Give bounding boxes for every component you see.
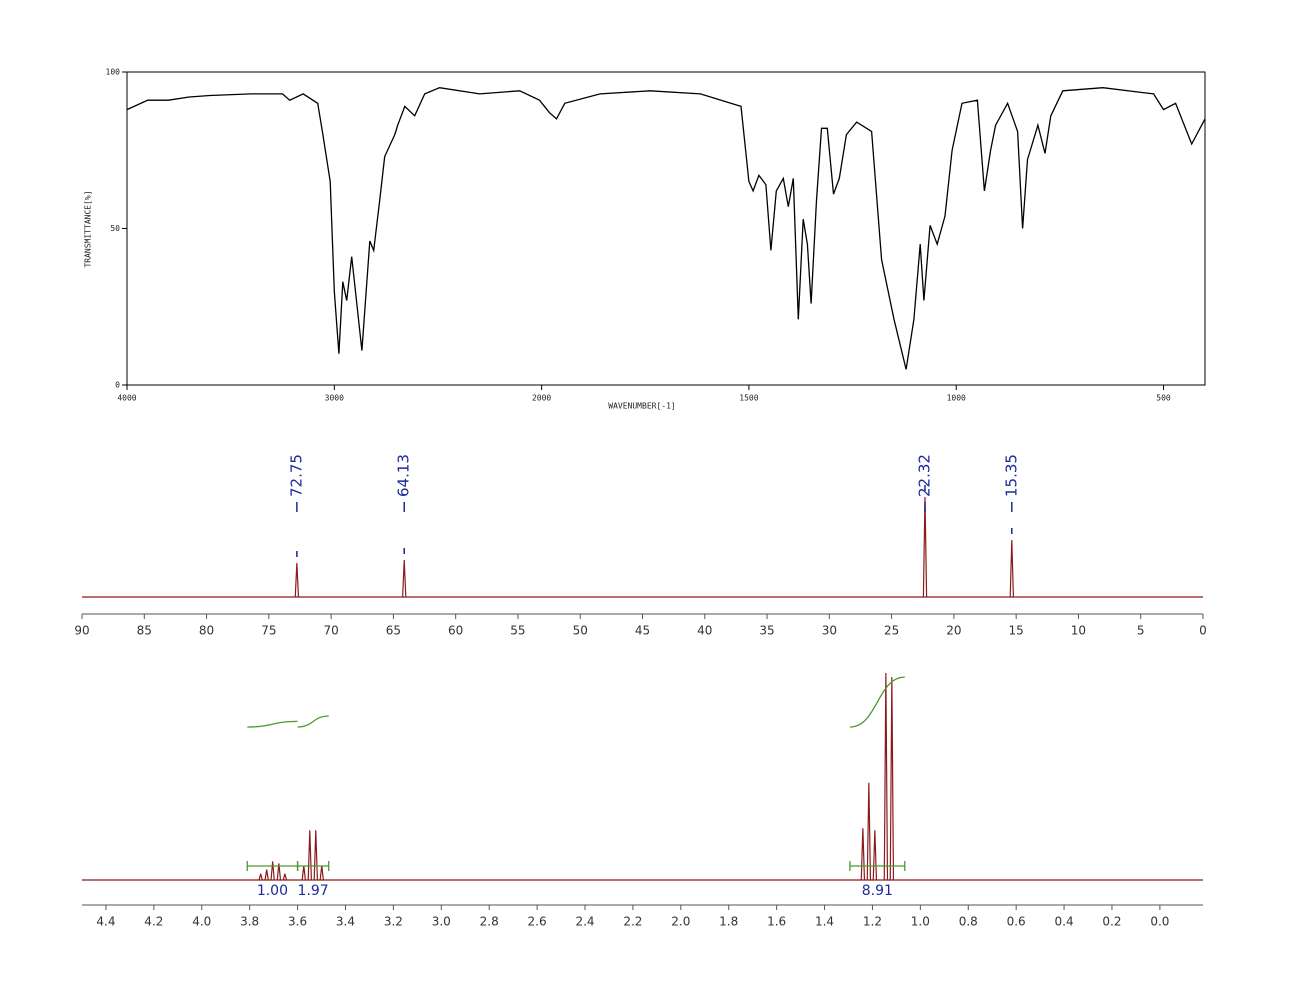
integral-bracket (849, 861, 906, 871)
x-tick-label: 90 (74, 624, 89, 638)
x-tick-label: 1500 (739, 394, 758, 403)
x-tick-label: 3.6 (288, 915, 307, 929)
x-tick-label: 0.2 (1102, 915, 1121, 929)
x-tick-label: 3000 (325, 394, 344, 403)
x-tick-label: 45 (635, 624, 650, 638)
x-tick-label: 85 (137, 624, 152, 638)
integral-curve (849, 676, 905, 728)
peak (883, 672, 889, 881)
integral-label: 1.00 (257, 883, 288, 899)
peak (866, 782, 872, 881)
x-tick-label: 10 (1071, 624, 1086, 638)
x-tick-label: 2.8 (480, 915, 499, 929)
x-tick-label: 70 (323, 624, 338, 638)
x-tick-label: 2.0 (671, 915, 690, 929)
x-tick-label: 65 (386, 624, 401, 638)
x-tick-label: 4000 (117, 394, 136, 403)
x-tick-label: 1.6 (767, 915, 786, 929)
x-tick-label: 1000 (947, 394, 966, 403)
x-tick-label: 4.4 (96, 915, 115, 929)
x-tick-label: 2.6 (528, 915, 547, 929)
peak-label: 22.32 (915, 454, 933, 497)
x-tick-label: 2.2 (623, 915, 642, 929)
x-tick-label: 0.0 (1150, 915, 1169, 929)
x-tick-label: 75 (261, 624, 276, 638)
integral-curve (247, 720, 298, 728)
x-tick-label: 500 (1156, 394, 1171, 403)
peak (872, 830, 878, 881)
x-tick-label: 50 (573, 624, 588, 638)
x-tick-label: 0 (1199, 624, 1207, 638)
x-tick-label: 1.8 (719, 915, 738, 929)
x-tick-label: 80 (199, 624, 214, 638)
peak (1009, 539, 1015, 598)
x-axis-label: WAVENUMBER[-1] (608, 402, 675, 411)
peak (270, 861, 275, 881)
x-tick-label: 4.2 (144, 915, 163, 929)
integral-label: 8.91 (862, 883, 893, 899)
peak (307, 830, 312, 881)
x-tick-label: 3.8 (240, 915, 259, 929)
x-tick-label: 4.0 (192, 915, 211, 929)
x-tick-label: 3.4 (336, 915, 355, 929)
x-tick-label: 25 (884, 624, 899, 638)
peak-label: 15.35 (1002, 454, 1020, 497)
x-tick-label: 2.4 (575, 915, 594, 929)
peak (276, 863, 282, 881)
peak (313, 830, 318, 881)
x-tick-label: 1.4 (815, 915, 834, 929)
peak (889, 677, 895, 881)
y-tick-label: 100 (106, 68, 121, 77)
y-tick-label: 0 (115, 381, 120, 390)
x-tick-label: 1.2 (863, 915, 882, 929)
x-tick-label: 0.8 (959, 915, 978, 929)
y-axis-label: TRANSMITTANCE[%] (84, 190, 93, 267)
x-tick-label: 1.0 (911, 915, 930, 929)
spectrum-line (126, 87, 1206, 370)
x-tick-label: 15 (1009, 624, 1024, 638)
x-tick-label: 3.0 (432, 915, 451, 929)
x-tick-label: 60 (448, 624, 463, 638)
x-tick-label: 3.2 (384, 915, 403, 929)
y-tick-label: 50 (110, 224, 120, 233)
x-tick-label: 5 (1137, 624, 1145, 638)
peak (402, 559, 407, 598)
peak-label: 64.13 (395, 454, 413, 497)
x-tick-label: 40 (697, 624, 712, 638)
x-tick-label: 2000 (532, 394, 551, 403)
x-tick-label: 20 (946, 624, 961, 638)
peak (264, 869, 269, 881)
peak (860, 828, 866, 881)
x-tick-label: 30 (822, 624, 837, 638)
peak (294, 562, 300, 598)
peak (282, 873, 288, 881)
x-tick-label: 0.4 (1055, 915, 1074, 929)
x-tick-label: 35 (759, 624, 774, 638)
peak-label: 72.75 (287, 454, 305, 497)
peak (258, 873, 263, 881)
integral-bracket (296, 861, 330, 871)
peak (922, 496, 928, 598)
x-tick-label: 55 (510, 624, 525, 638)
integral-label: 1.97 (298, 883, 329, 899)
x-tick-label: 0.6 (1007, 915, 1026, 929)
integral-curve (297, 715, 329, 728)
